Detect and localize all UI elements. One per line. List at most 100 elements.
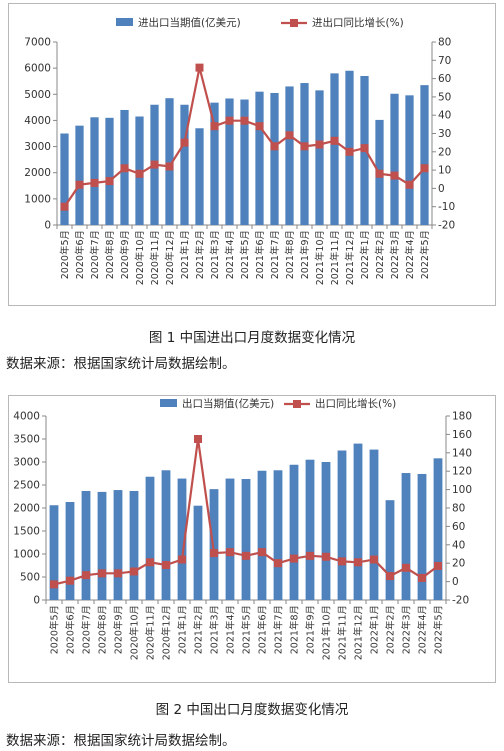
legend-line-marker bbox=[290, 19, 298, 27]
bar bbox=[385, 500, 395, 600]
left-tick-label: 1500 bbox=[13, 526, 40, 538]
left-tick-label: 3500 bbox=[13, 434, 40, 446]
growth-point bbox=[162, 561, 170, 570]
x-tick-label: 2022年1月 bbox=[369, 605, 381, 654]
x-tick-label: 2022年2月 bbox=[374, 230, 386, 279]
legend-line-marker bbox=[293, 400, 301, 408]
growth-point bbox=[285, 131, 294, 140]
x-tick-label: 2022年4月 bbox=[404, 230, 416, 279]
bar bbox=[337, 450, 347, 600]
bar bbox=[165, 98, 174, 225]
growth-point bbox=[114, 569, 122, 578]
x-tick-label: 2021年1月 bbox=[177, 605, 189, 654]
growth-point bbox=[194, 435, 202, 443]
growth-point bbox=[178, 555, 186, 564]
figure-1-caption: 图 1 中国进出口月度数据变化情况 bbox=[148, 330, 356, 346]
growth-point bbox=[180, 138, 189, 147]
bar bbox=[177, 478, 187, 600]
right-tick-label: 10 bbox=[438, 165, 451, 177]
x-tick-label: 2021年2月 bbox=[194, 230, 206, 279]
right-tick-label: 160 bbox=[452, 429, 472, 441]
x-tick-label: 2022年3月 bbox=[389, 230, 401, 279]
x-tick-label: 2020年9月 bbox=[113, 605, 125, 654]
growth-point bbox=[315, 140, 324, 149]
chart-1-frame: 0 1000 2000 3000 4000 5000 6000 7000 -20 -10 0 10 20… bbox=[8, 3, 496, 306]
legend-bar-label: 出口当期值(亿美元) bbox=[182, 397, 274, 410]
bar bbox=[420, 85, 429, 225]
x-tick-label: 2022年5月 bbox=[433, 605, 445, 654]
x-tick-label: 2020年8月 bbox=[97, 605, 109, 654]
bar bbox=[225, 478, 235, 600]
x-tick-label: 2021年10月 bbox=[314, 230, 326, 285]
right-tick-label: -20 bbox=[438, 220, 455, 232]
chart-2-svg: 0 500 1000 1500 2000 2500 3000 3500 4000 -20 0 20 40… bbox=[13, 397, 472, 660]
right-tick-label: 100 bbox=[452, 484, 472, 496]
right-tick-label: 180 bbox=[452, 411, 472, 423]
growth-point bbox=[50, 580, 58, 589]
growth-point bbox=[345, 147, 354, 156]
x-tick-label: 2021年4月 bbox=[225, 605, 237, 654]
right-tick-label: 0 bbox=[438, 183, 445, 195]
legend-bar-label: 进出口当期值(亿美元) bbox=[138, 16, 241, 29]
growth-point bbox=[195, 63, 204, 72]
x-tick-label: 2021年10月 bbox=[321, 605, 333, 660]
left-tick-label: 3000 bbox=[13, 457, 40, 469]
x-tick-label: 2021年8月 bbox=[289, 605, 301, 654]
bar bbox=[60, 133, 69, 225]
bar bbox=[129, 490, 139, 600]
left-tick-label: 500 bbox=[20, 572, 40, 584]
bar bbox=[289, 464, 299, 600]
right-tick-label: 80 bbox=[438, 37, 451, 49]
growth-point bbox=[130, 567, 138, 576]
left-tick-label: 2500 bbox=[13, 480, 40, 492]
x-tick-label: 2020年10月 bbox=[129, 605, 141, 660]
x-tick-label: 2020年6月 bbox=[74, 230, 86, 279]
bar bbox=[210, 102, 219, 225]
growth-point bbox=[242, 551, 250, 560]
left-tick-label: 2000 bbox=[13, 503, 40, 515]
growth-point bbox=[146, 558, 154, 567]
bar bbox=[105, 117, 114, 225]
left-tick-label: 5000 bbox=[24, 89, 51, 101]
x-tick-label: 2021年3月 bbox=[209, 605, 221, 654]
x-tick-label: 2020年7月 bbox=[81, 605, 93, 654]
bar bbox=[330, 73, 339, 225]
bar bbox=[369, 449, 379, 600]
growth-point bbox=[405, 180, 414, 189]
growth-point bbox=[75, 180, 84, 189]
growth-point bbox=[225, 116, 234, 125]
growth-point bbox=[270, 142, 279, 151]
growth-point bbox=[420, 164, 429, 173]
right-tick-label: 20 bbox=[438, 146, 451, 158]
bar bbox=[300, 83, 309, 226]
right-tick-label: 40 bbox=[452, 539, 465, 551]
growth-point bbox=[402, 563, 410, 572]
legend-bar-swatch bbox=[160, 399, 177, 407]
x-tick-label: 2022年4月 bbox=[417, 605, 429, 654]
x-tick-label: 2020年10月 bbox=[134, 230, 146, 285]
bar bbox=[417, 473, 427, 600]
left-tick-label: 1000 bbox=[24, 193, 51, 205]
right-tick-label: 70 bbox=[438, 55, 451, 67]
left-tick-label: 4000 bbox=[13, 411, 40, 423]
x-tick-label: 2021年5月 bbox=[241, 605, 253, 654]
x-tick-label: 2021年6月 bbox=[257, 605, 269, 654]
right-tick-label: 20 bbox=[452, 558, 465, 570]
growth-point bbox=[354, 558, 362, 567]
x-tick-label: 2020年12月 bbox=[164, 230, 176, 285]
growth-point bbox=[255, 122, 264, 131]
x-tick-label: 2020年12月 bbox=[161, 605, 173, 660]
x-tick-label: 2021年3月 bbox=[209, 230, 221, 279]
right-tick-label: -10 bbox=[438, 201, 455, 213]
growth-point bbox=[66, 576, 74, 585]
growth-point bbox=[90, 178, 99, 187]
bar bbox=[209, 489, 219, 600]
bar bbox=[195, 128, 204, 225]
bar bbox=[75, 125, 84, 225]
bar bbox=[390, 93, 399, 226]
growth-point bbox=[390, 171, 399, 180]
growth-point bbox=[98, 569, 106, 578]
growth-point bbox=[258, 548, 266, 557]
growth-point bbox=[290, 554, 298, 563]
growth-point bbox=[226, 548, 234, 557]
